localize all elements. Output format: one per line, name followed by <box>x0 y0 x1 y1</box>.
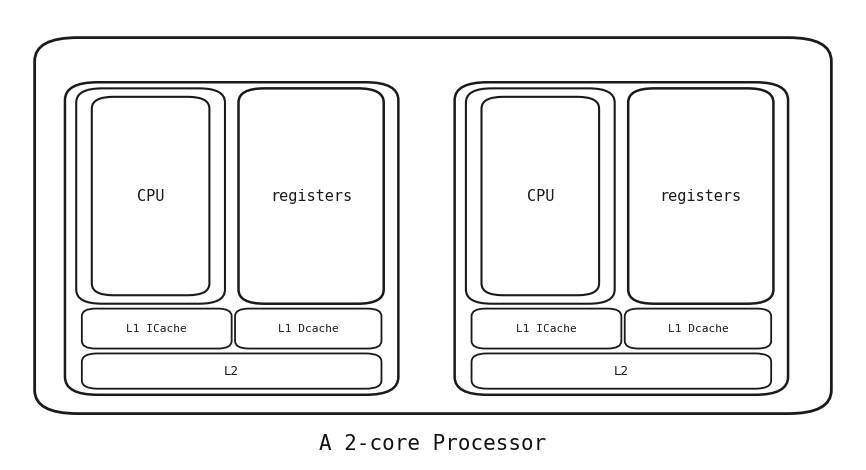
Text: CPU: CPU <box>137 188 165 204</box>
Text: L2: L2 <box>224 365 239 377</box>
FancyBboxPatch shape <box>35 38 831 414</box>
FancyBboxPatch shape <box>238 88 384 304</box>
FancyBboxPatch shape <box>471 309 622 349</box>
FancyBboxPatch shape <box>628 88 773 304</box>
FancyBboxPatch shape <box>481 97 599 295</box>
Text: registers: registers <box>660 188 742 204</box>
Text: CPU: CPU <box>527 188 554 204</box>
FancyBboxPatch shape <box>466 88 615 304</box>
FancyBboxPatch shape <box>92 97 210 295</box>
FancyBboxPatch shape <box>455 82 788 395</box>
Text: registers: registers <box>270 188 352 204</box>
Text: L2: L2 <box>614 365 629 377</box>
FancyBboxPatch shape <box>76 88 225 304</box>
FancyBboxPatch shape <box>81 353 381 389</box>
FancyBboxPatch shape <box>235 309 381 349</box>
Text: L1 Dcache: L1 Dcache <box>278 323 339 334</box>
Text: L1 Dcache: L1 Dcache <box>668 323 728 334</box>
FancyBboxPatch shape <box>471 353 772 389</box>
Text: A 2-core Processor: A 2-core Processor <box>320 434 546 454</box>
FancyBboxPatch shape <box>65 82 398 395</box>
Text: L1 ICache: L1 ICache <box>126 323 187 334</box>
FancyBboxPatch shape <box>81 309 232 349</box>
FancyBboxPatch shape <box>624 309 772 349</box>
Text: L1 ICache: L1 ICache <box>516 323 577 334</box>
